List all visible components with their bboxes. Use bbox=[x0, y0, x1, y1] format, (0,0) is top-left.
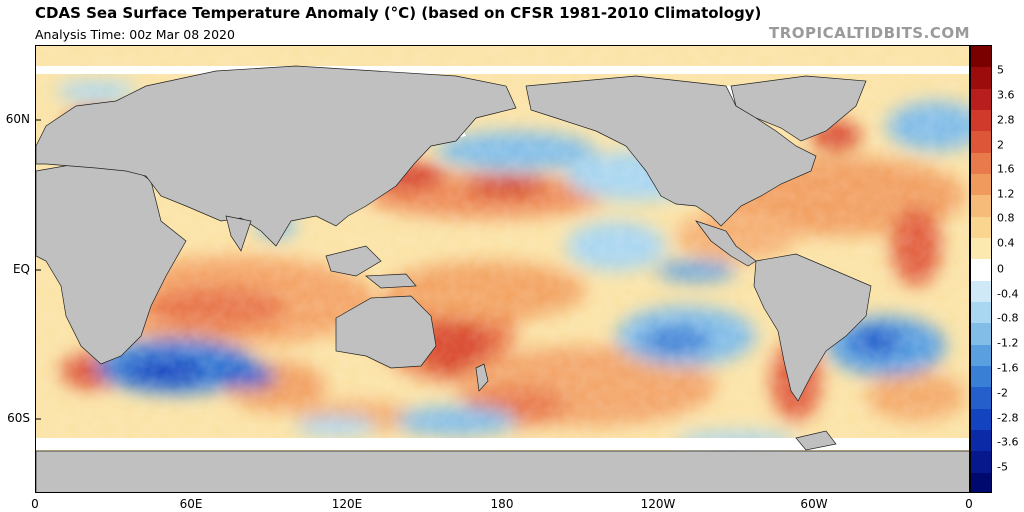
colorbar-swatch bbox=[971, 451, 991, 474]
lon-label-0: 0 bbox=[31, 497, 39, 511]
lon-label-120w: 120W bbox=[640, 497, 676, 511]
colorbar-swatch bbox=[971, 216, 991, 239]
land-antarctica bbox=[36, 450, 969, 492]
colorbar-swatch bbox=[971, 408, 991, 431]
colorbar-label: 2.8 bbox=[997, 113, 1015, 127]
colorbar bbox=[970, 45, 992, 493]
colorbar-label: 1.2 bbox=[997, 187, 1015, 201]
map-title: CDAS Sea Surface Temperature Anomaly (°C… bbox=[35, 4, 762, 22]
colorbar-swatch bbox=[971, 152, 991, 175]
colorbar-swatch bbox=[971, 366, 991, 388]
lat-label-eq: EQ bbox=[12, 262, 30, 276]
land-eurasia bbox=[36, 65, 517, 247]
lon-label-180: 180 bbox=[490, 497, 514, 511]
colorbar-label: 5 bbox=[997, 63, 1004, 77]
colorbar-swatch bbox=[971, 46, 991, 68]
colorbar-swatch bbox=[971, 387, 991, 410]
colorbar-label: -0.8 bbox=[997, 311, 1019, 325]
colorbar-swatch bbox=[971, 344, 991, 367]
colorbar-label: 1.6 bbox=[997, 162, 1015, 176]
colorbar-label: 2 bbox=[997, 138, 1004, 152]
colorbar-swatch bbox=[971, 323, 991, 346]
map-ticks bbox=[36, 119, 41, 420]
colorbar-swatch bbox=[971, 67, 991, 90]
sst-anomaly-map bbox=[35, 45, 970, 493]
colorbar-label: 0.8 bbox=[997, 211, 1015, 225]
colorbar-swatch bbox=[971, 280, 991, 303]
colorbar-label: 3.6 bbox=[997, 88, 1015, 102]
colorbar-label: -1.2 bbox=[997, 336, 1019, 350]
lon-label-60w: 60W bbox=[800, 497, 828, 511]
colorbar-label: -1.6 bbox=[997, 361, 1019, 375]
land-africa bbox=[36, 163, 187, 365]
colorbar-swatch bbox=[971, 430, 991, 452]
colorbar-swatch bbox=[971, 302, 991, 324]
land-australia bbox=[335, 295, 437, 369]
colorbar-label: -2 bbox=[997, 386, 1008, 400]
land bbox=[36, 65, 969, 492]
colorbar-label: -3.6 bbox=[997, 435, 1019, 449]
land-north-america bbox=[525, 75, 817, 227]
colorbar-swatch bbox=[971, 472, 991, 492]
colorbar-label: -5 bbox=[997, 460, 1008, 474]
analysis-time: Analysis Time: 00z Mar 08 2020 bbox=[35, 27, 235, 42]
map-canvas bbox=[36, 46, 969, 492]
brand-watermark: TROPICALTIDBITS.COM bbox=[769, 24, 970, 42]
colorbar-label: -2.8 bbox=[997, 411, 1019, 425]
lon-label-60e: 60E bbox=[179, 497, 203, 511]
colorbar-label: 0 bbox=[997, 262, 1004, 276]
colorbar-swatch bbox=[971, 174, 991, 196]
lat-label-60n: 60N bbox=[5, 112, 30, 126]
colorbar-swatch bbox=[971, 88, 991, 111]
colorbar-label: 0.4 bbox=[997, 236, 1015, 250]
colorbar-swatch bbox=[971, 259, 991, 282]
colorbar-swatch bbox=[971, 110, 991, 132]
colorbar-swatch bbox=[971, 195, 991, 218]
colorbar-swatch bbox=[971, 238, 991, 260]
land-south-america bbox=[753, 253, 872, 402]
lon-label-0-east: 0 bbox=[965, 497, 973, 511]
colorbar-label: -0.4 bbox=[997, 287, 1019, 301]
lon-label-120e: 120E bbox=[331, 497, 363, 511]
lat-label-60s: 60S bbox=[7, 411, 30, 425]
colorbar-swatch bbox=[971, 131, 991, 154]
